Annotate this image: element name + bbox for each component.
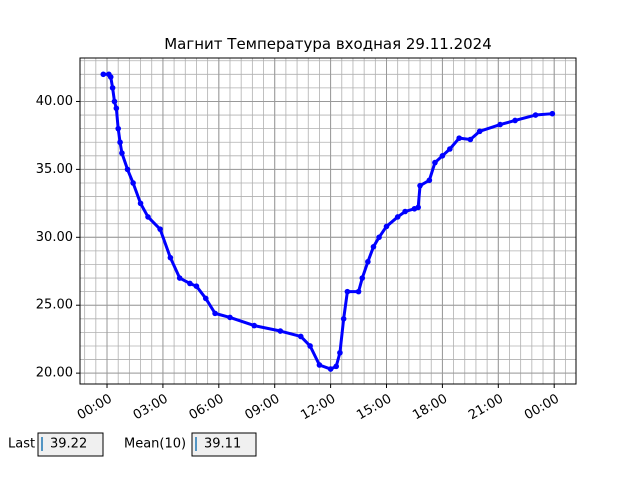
control-label: Mean(10) <box>124 437 186 452</box>
y-tick-label: 35.00 <box>36 162 73 177</box>
data-point <box>432 159 438 166</box>
data-point <box>439 153 446 159</box>
text-box-value: 39.22 <box>50 437 87 452</box>
data-point <box>447 146 453 152</box>
x-tick-label: 21:00 <box>466 392 506 424</box>
data-point <box>113 105 120 112</box>
data-point <box>117 139 123 146</box>
data-point <box>124 166 131 173</box>
data-point <box>167 254 174 261</box>
data-point <box>467 136 474 143</box>
data-point <box>251 322 258 329</box>
data-point <box>355 288 362 295</box>
data-point <box>297 333 304 340</box>
control-label: Last <box>8 437 35 452</box>
data-point <box>109 85 116 91</box>
data-point <box>119 150 125 156</box>
x-tick-label: 12:00 <box>298 392 338 424</box>
text-box-value: 39.11 <box>204 437 241 452</box>
x-tick-label: 00:00 <box>522 392 562 424</box>
data-point <box>333 363 339 370</box>
y-tick-label: 40.00 <box>36 94 73 109</box>
data-point <box>376 234 382 241</box>
data-point <box>212 310 218 317</box>
data-point <box>512 117 518 124</box>
data-point <box>549 110 556 117</box>
chart-title: Магнит Температура входная 29.11.2024 <box>164 35 492 53</box>
y-tick-label: 30.00 <box>36 230 73 245</box>
data-point <box>316 362 323 368</box>
data-point <box>202 295 209 302</box>
x-tick-label: 03:00 <box>131 392 171 424</box>
data-point <box>340 316 347 322</box>
data-point <box>497 121 503 128</box>
data-point <box>456 135 462 141</box>
data-point <box>383 223 390 230</box>
x-tick-label: 15:00 <box>354 392 394 424</box>
x-tick-label: 06:00 <box>187 392 227 424</box>
data-point <box>187 280 193 287</box>
data-point <box>417 182 423 189</box>
data-point <box>426 177 433 184</box>
data-point <box>115 125 121 132</box>
data-point <box>176 275 183 281</box>
data-point <box>394 214 401 220</box>
text-box <box>191 432 257 457</box>
data-point <box>227 314 233 321</box>
data-point <box>476 128 483 135</box>
data-point <box>145 214 151 220</box>
x-tick-label: 18:00 <box>410 392 450 424</box>
y-tick-label: 20.00 <box>36 366 73 381</box>
data-point <box>359 275 366 281</box>
data-point <box>277 328 284 334</box>
data-point <box>365 258 371 265</box>
data-point <box>111 98 118 105</box>
text-box <box>37 432 104 457</box>
y-tick-label: 25.00 <box>36 298 73 313</box>
data-point <box>307 343 313 349</box>
data-point <box>130 180 136 186</box>
data-point <box>532 112 539 118</box>
data-point <box>107 74 114 80</box>
data-point <box>327 366 334 372</box>
data-point <box>157 226 163 232</box>
x-tick-label: 09:00 <box>243 392 283 424</box>
data-point <box>415 204 421 211</box>
data-point <box>100 71 107 78</box>
x-tick-label: 00:00 <box>75 392 115 424</box>
data-line <box>103 72 553 371</box>
data-point <box>402 208 408 215</box>
data-point <box>370 244 377 250</box>
data-point <box>337 349 343 356</box>
data-point <box>344 288 351 295</box>
data-point <box>137 200 144 207</box>
plot-frame <box>79 57 577 385</box>
data-point <box>193 283 200 290</box>
